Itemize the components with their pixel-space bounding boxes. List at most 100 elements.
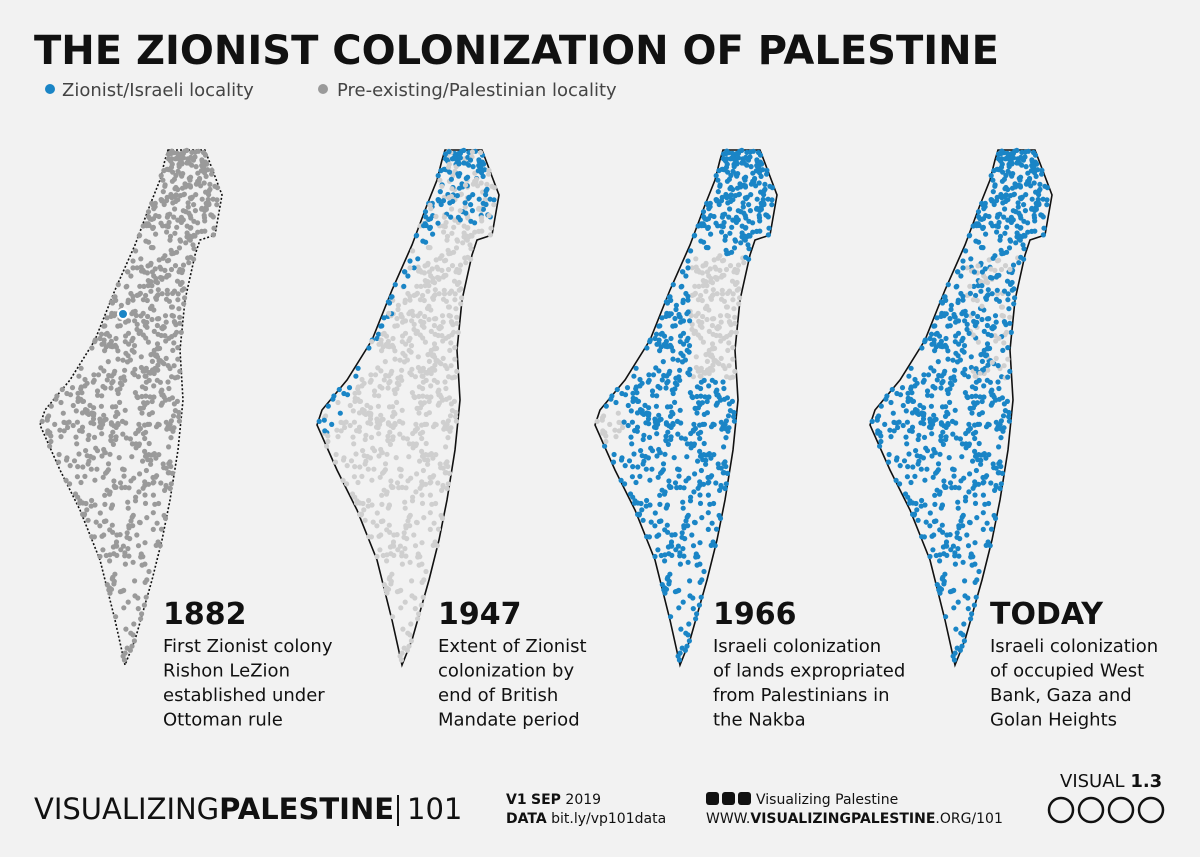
locality-dot — [440, 482, 446, 489]
locality-dot — [456, 279, 462, 286]
locality-dot — [90, 416, 97, 422]
locality-dot — [418, 269, 424, 275]
locality-dot — [355, 386, 361, 392]
locality-dot — [412, 374, 418, 380]
locality-dot — [654, 341, 660, 347]
locality-dot — [486, 212, 492, 219]
locality-dot — [921, 372, 927, 378]
locality-dot — [179, 185, 186, 191]
locality-dot — [200, 149, 207, 156]
locality-dot — [432, 362, 438, 368]
locality-dot — [762, 186, 768, 192]
outline — [869, 149, 1053, 668]
locality-dot — [724, 395, 730, 401]
locality-dot — [146, 440, 152, 447]
locality-dot — [344, 463, 350, 469]
locality-dot — [383, 372, 389, 379]
locality-dot — [91, 434, 98, 440]
locality-dot — [449, 186, 455, 192]
locality-dot — [995, 379, 1001, 385]
locality-dot — [131, 621, 137, 627]
locality-dot — [410, 312, 416, 319]
locality-dot — [164, 426, 170, 432]
locality-dot — [190, 242, 196, 248]
locality-dot — [127, 436, 133, 442]
locality-dot — [726, 214, 732, 220]
locality-dot — [1006, 245, 1013, 251]
locality-dot — [960, 297, 966, 303]
locality-dot — [666, 478, 672, 484]
locality-dot — [739, 234, 745, 240]
locality-dot — [669, 387, 675, 393]
locality-dot — [334, 427, 340, 433]
locality-dot — [435, 266, 441, 272]
locality-dot — [914, 453, 920, 459]
locality-dot — [408, 638, 414, 644]
locality-dot — [367, 416, 374, 422]
locality-dot — [445, 426, 451, 432]
locality-dot — [619, 455, 625, 461]
panel-description: colonization by — [438, 661, 574, 682]
locality-dot — [967, 471, 973, 477]
url: WWW.VISUALIZINGPALESTINE.ORG/101 — [706, 811, 1003, 827]
locality-dot — [931, 323, 937, 329]
locality-dot — [454, 314, 460, 320]
locality-dot — [706, 383, 712, 389]
locality-dot — [1042, 183, 1048, 189]
locality-dot — [448, 176, 454, 182]
locality-dot — [921, 421, 927, 427]
locality-dot — [155, 362, 161, 368]
locality-dot — [205, 167, 211, 173]
locality-dot — [689, 265, 695, 271]
locality-dot — [443, 298, 449, 304]
locality-dot — [751, 176, 758, 182]
locality-dot — [734, 185, 741, 191]
locality-dot — [705, 452, 711, 458]
locality-dot — [58, 434, 64, 440]
locality-dot — [109, 300, 116, 306]
locality-dot — [994, 287, 1000, 293]
locality-dot — [687, 318, 693, 324]
locality-dot — [635, 398, 641, 404]
locality-dot — [170, 347, 176, 353]
locality-dot — [764, 167, 770, 173]
locality-dot — [984, 322, 990, 329]
locality-dot — [107, 558, 113, 564]
locality-dot — [91, 421, 97, 427]
locality-dot — [133, 312, 139, 319]
locality-dot — [122, 377, 128, 383]
locality-dot — [970, 310, 976, 316]
locality-dot — [97, 335, 103, 342]
locality-dot — [389, 413, 396, 419]
locality-dot — [436, 359, 442, 365]
locality-dot — [963, 312, 969, 319]
locality-dot — [659, 330, 665, 336]
locality-dot — [145, 209, 152, 215]
locality-dot — [467, 157, 474, 163]
locality-dot — [762, 181, 768, 187]
locality-dot — [953, 435, 959, 441]
locality-dot — [1016, 210, 1022, 216]
locality-dot — [738, 240, 744, 246]
locality-dot — [613, 399, 619, 406]
locality-dot — [435, 526, 442, 532]
locality-dot — [952, 561, 958, 567]
locality-dot — [685, 559, 691, 565]
locality-dot — [105, 461, 112, 467]
locality-dot — [417, 297, 423, 303]
locality-dot — [385, 340, 391, 346]
locality-dot — [950, 431, 956, 437]
locality-dot — [108, 420, 114, 426]
locality-dot — [130, 370, 136, 376]
locality-dot — [418, 283, 424, 289]
locality-dot — [433, 257, 439, 263]
locality-dot — [347, 422, 353, 429]
locality-dot — [660, 461, 667, 467]
locality-dot — [764, 171, 770, 177]
locality-dot — [206, 201, 212, 208]
locality-dot — [185, 182, 192, 188]
locality-dot — [921, 534, 927, 540]
locality-dot — [374, 335, 380, 342]
locality-dot — [960, 632, 966, 638]
locality-dot — [149, 410, 155, 416]
